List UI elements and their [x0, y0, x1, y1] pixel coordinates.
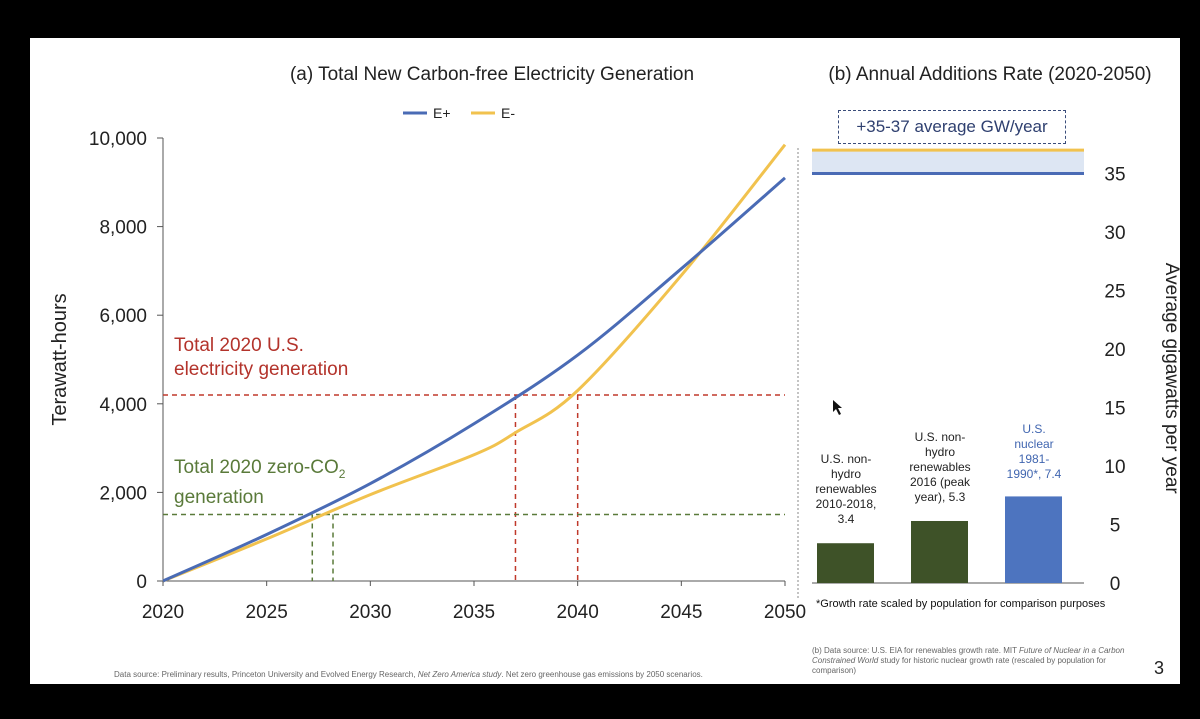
zero-co2-annotation: Total 2020 zero-CO2 generation: [174, 457, 346, 508]
y-tick-label: 8,000: [99, 218, 147, 239]
right-y-tick-label: 10: [1104, 457, 1125, 478]
series-e-minus-line: [162, 143, 787, 583]
legend-e-plus-label: E+: [433, 105, 451, 121]
bar-label-nuclear: U.S. nuclear 1981- 1990*, 7.4: [1006, 422, 1062, 481]
right-y-tick-label: 15: [1104, 399, 1125, 420]
x-tick-label: 2040: [557, 602, 599, 623]
y-tick-label: 6,000: [99, 306, 147, 327]
chart-b-title: (b) Annual Additions Rate (2020-2050): [828, 64, 1151, 85]
bar-label-renewables-2010-2018: U.S. non- hydro renewables 2010-2018, 3.…: [815, 452, 877, 526]
x-tick-label: 2030: [349, 602, 391, 623]
bar-renewables-2016: [911, 520, 968, 583]
bar-renewables-2010-2018: [817, 543, 874, 583]
series-e-plus-line: [162, 176, 786, 583]
y-tick-label: 10,000: [89, 129, 147, 150]
chart-a-y-axis-title: Terawatt-hours: [49, 293, 71, 425]
y-tick-label: 4,000: [99, 395, 147, 416]
right-y-tick-label: 25: [1104, 282, 1125, 303]
right-y-tick-label: 35: [1104, 165, 1125, 186]
right-y-tick-label: 0: [1110, 574, 1121, 595]
source-note-b: (b) Data source: U.S. EIA for renewables…: [812, 646, 1125, 675]
footnote: *Growth rate scaled by population for co…: [816, 598, 1106, 610]
reference-band: [812, 150, 1084, 174]
total-generation-annotation: Total 2020 U.S. electricity generation: [174, 335, 349, 380]
right-y-tick-label: 30: [1104, 223, 1125, 244]
source-note-a: Data source: Preliminary results, Prince…: [114, 670, 703, 679]
x-tick-label: 2050: [764, 602, 806, 623]
chart-b-y-axis-title: Average gigawatts per year: [1161, 263, 1180, 495]
x-tick-label: 2020: [142, 602, 184, 623]
x-tick-label: 2025: [246, 602, 288, 623]
y-tick-label: 0: [136, 572, 147, 593]
right-y-tick-label: 20: [1104, 340, 1125, 361]
bar-nuclear-1981-1990: [1005, 496, 1062, 583]
slide: (a) Total New Carbon-free Electricity Ge…: [30, 38, 1180, 684]
chart-a-title: (a) Total New Carbon-free Electricity Ge…: [290, 64, 694, 85]
average-rate-box: +35-37 average GW/year: [838, 110, 1066, 144]
bar-label-renewables-2016: U.S. non- hydro renewables 2016 (peak ye…: [909, 430, 971, 504]
right-y-tick-label: 5: [1110, 516, 1121, 537]
chart-canvas: (a) Total New Carbon-free Electricity Ge…: [49, 64, 1180, 623]
x-tick-label: 2045: [660, 602, 702, 623]
page-number: 3: [1154, 658, 1165, 678]
mouse-cursor-icon: [833, 400, 842, 415]
legend-e-minus-label: E-: [501, 105, 515, 121]
y-tick-label: 2,000: [99, 483, 147, 504]
x-tick-label: 2035: [453, 602, 495, 623]
